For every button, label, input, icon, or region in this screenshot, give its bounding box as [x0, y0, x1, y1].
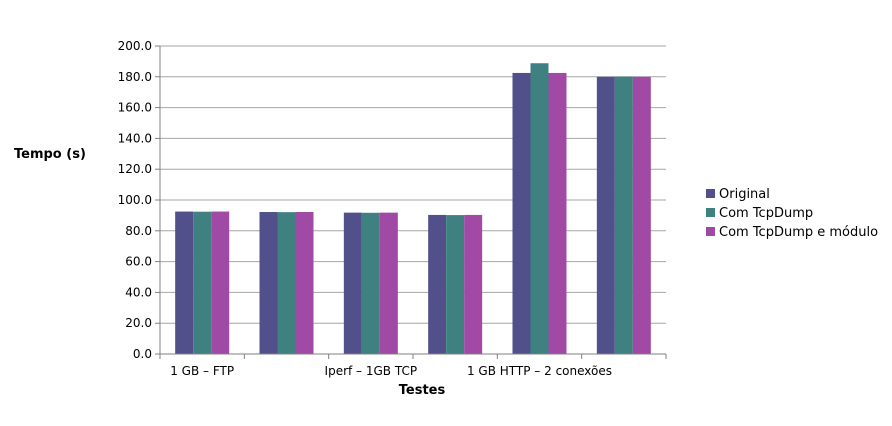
bar [379, 212, 398, 354]
bar [548, 72, 567, 354]
axes [159, 46, 667, 359]
y-tick-label: 120.0 [118, 162, 152, 176]
gridlines [160, 45, 666, 355]
y-tick-label: 80.0 [125, 224, 152, 238]
bar [361, 212, 380, 354]
legend-label: Original [719, 187, 770, 202]
bar [614, 76, 633, 355]
legend-swatch [706, 227, 715, 236]
y-axis-title: Tempo (s) [14, 147, 86, 162]
legend-swatch [706, 189, 715, 198]
legend: Original Com TcpDump Com TcpDump e módulo [706, 187, 878, 240]
y-tick-label: 140.0 [118, 131, 152, 145]
x-tick-label: 1 GB – FTP [170, 364, 234, 378]
y-tick-label: 40.0 [125, 285, 152, 299]
legend-swatch [706, 208, 715, 217]
bar [530, 63, 549, 355]
bar [259, 212, 278, 354]
bar [632, 76, 651, 355]
bar [175, 211, 194, 354]
y-tick-label: 0.0 [133, 347, 152, 361]
y-tick-label: 200.0 [118, 39, 152, 53]
y-tick-label: 20.0 [125, 316, 152, 330]
y-tick-labels: 0.0 20.0 40.0 60.0 80.0 100.0 120.0 140.0 160.0 1… [118, 39, 160, 361]
bar [193, 211, 212, 354]
y-tick-label: 160.0 [118, 101, 152, 115]
bar [596, 76, 615, 355]
bar [295, 212, 314, 354]
bar [428, 214, 447, 354]
y-tick-label: 180.0 [118, 70, 152, 84]
bar [211, 211, 230, 354]
bar [512, 72, 531, 354]
y-tick-label: 60.0 [125, 255, 152, 269]
x-axis-title: Testes [399, 383, 446, 398]
legend-label: Com TcpDump [719, 206, 813, 221]
x-tick-label: 1 GB HTTP – 2 conexões [467, 364, 612, 378]
legend-label: Com TcpDump e módulo [719, 225, 878, 240]
bar [464, 214, 483, 354]
y-tick-label: 100.0 [118, 193, 152, 207]
bars [175, 63, 651, 355]
bar [343, 212, 362, 354]
bar [277, 212, 296, 354]
x-tick-labels: 1 GB – FTP Iperf – 1GB TCP 1 GB HTTP – 2 c… [170, 364, 612, 378]
bar [446, 215, 465, 354]
x-tick-label: Iperf – 1GB TCP [325, 364, 418, 378]
